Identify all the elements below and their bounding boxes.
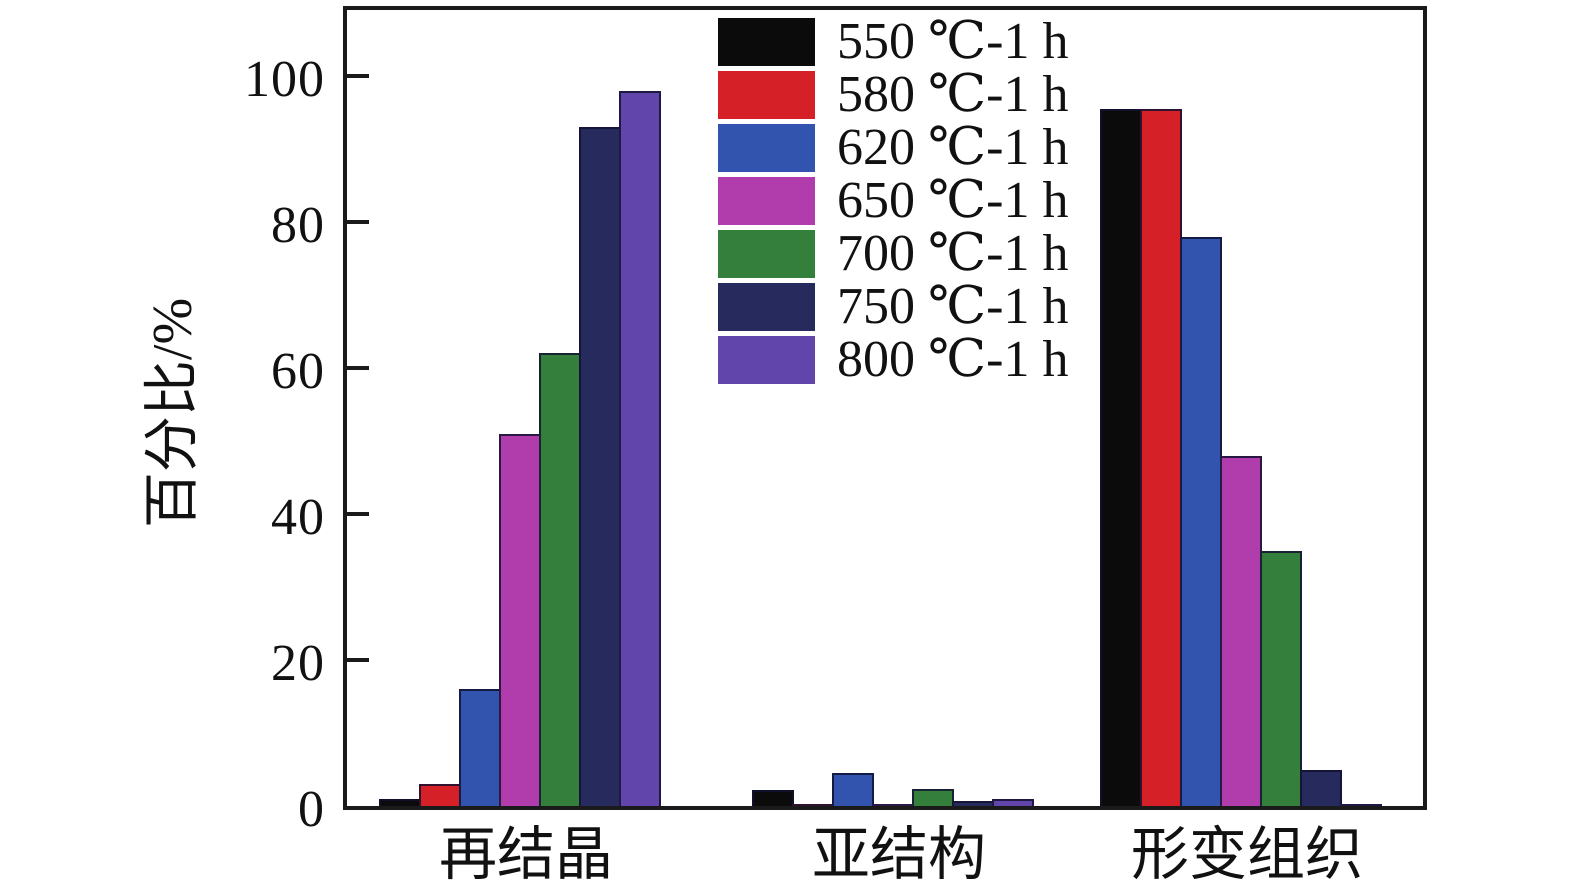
legend-swatch	[718, 18, 815, 66]
legend-label: 620 ℃-1 h	[837, 119, 1069, 176]
bar	[1340, 803, 1382, 806]
legend-row: 750 ℃-1 h	[718, 278, 1069, 335]
bar	[379, 798, 421, 806]
legend-row: 650 ℃-1 h	[718, 172, 1069, 229]
legend-label: 650 ℃-1 h	[837, 172, 1069, 229]
y-axis-tick-label: 40	[271, 489, 325, 546]
bar	[1180, 236, 1222, 806]
legend-row: 620 ℃-1 h	[718, 119, 1069, 176]
legend: 550 ℃-1 h 580 ℃-1 h 620 ℃-1 h 650 ℃-1 h 700 …	[718, 13, 1069, 389]
bar	[499, 433, 541, 806]
y-axis-tick	[347, 220, 369, 224]
bar	[419, 784, 461, 806]
bar	[992, 798, 1034, 806]
bar	[539, 353, 581, 806]
bar	[912, 788, 954, 806]
legend-swatch	[718, 71, 815, 119]
legend-swatch	[718, 283, 815, 331]
bar	[1260, 550, 1302, 806]
y-axis-tick-label: 100	[244, 51, 325, 108]
legend-row: 800 ℃-1 h	[718, 331, 1069, 388]
legend-swatch	[718, 230, 815, 278]
y-axis-tick-label: 0	[298, 781, 325, 838]
plot-area: 550 ℃-1 h 580 ℃-1 h 620 ℃-1 h 650 ℃-1 h 700 …	[343, 6, 1427, 810]
legend-swatch	[718, 336, 815, 384]
legend-label: 800 ℃-1 h	[837, 331, 1069, 388]
legend-label: 750 ℃-1 h	[837, 278, 1069, 335]
legend-label: 550 ℃-1 h	[837, 13, 1069, 70]
legend-swatch	[718, 177, 815, 225]
bar	[1220, 455, 1262, 806]
legend-row: 550 ℃-1 h	[718, 13, 1069, 70]
x-axis-category-label: 形变组织	[1130, 822, 1363, 887]
y-axis-tick	[347, 74, 369, 78]
y-axis-tick-label: 20	[271, 635, 325, 692]
bar	[1140, 108, 1182, 806]
legend-label: 700 ℃-1 h	[837, 225, 1069, 282]
bar	[952, 800, 994, 806]
legend-label: 580 ℃-1 h	[837, 66, 1069, 123]
bar-group-3	[1100, 108, 1382, 806]
y-axis-tick	[347, 366, 369, 370]
bar	[872, 803, 914, 806]
x-axis-category-label: 亚结构	[811, 822, 986, 887]
legend-row: 700 ℃-1 h	[718, 225, 1069, 282]
bar	[1300, 769, 1342, 806]
y-axis-tick-label: 80	[271, 197, 325, 254]
bar	[579, 127, 621, 806]
bar-group-2	[752, 773, 1034, 806]
y-axis-tick	[347, 658, 369, 662]
y-axis-title: 百分比/%	[142, 297, 204, 529]
bar-group-1	[379, 90, 661, 806]
legend-swatch	[718, 124, 815, 172]
y-axis-tick-label: 60	[271, 343, 325, 400]
bar	[832, 773, 874, 806]
bar	[792, 804, 834, 806]
legend-row: 580 ℃-1 h	[718, 66, 1069, 123]
bar	[752, 789, 794, 806]
y-axis-tick	[347, 512, 369, 516]
bar	[459, 689, 501, 806]
bar	[619, 90, 661, 806]
x-axis-category-label: 再结晶	[438, 822, 613, 887]
bar	[1100, 108, 1142, 806]
